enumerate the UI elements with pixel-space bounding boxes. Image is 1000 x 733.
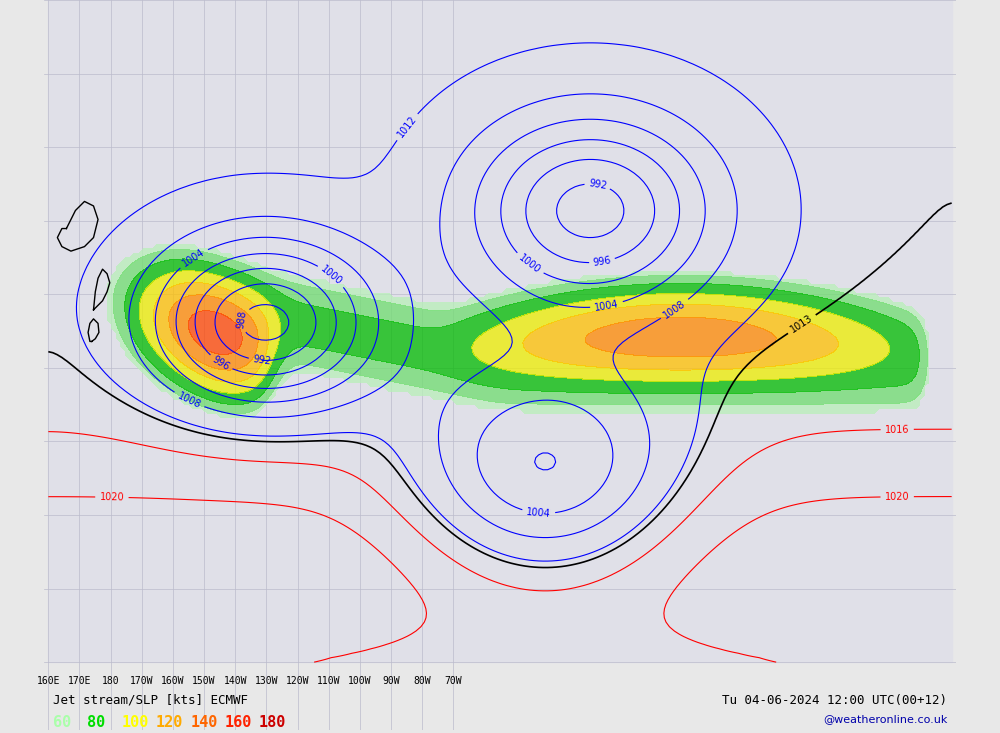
Text: @weatheronline.co.uk: @weatheronline.co.uk [823,715,947,724]
Text: 160W: 160W [161,676,185,685]
Text: 1020: 1020 [885,492,910,502]
Text: 80W: 80W [413,676,431,685]
Text: 160: 160 [224,715,252,729]
Text: 170W: 170W [130,676,154,685]
Text: 60: 60 [53,715,71,729]
Text: Tu 04-06-2024 12:00 UTC(00+12): Tu 04-06-2024 12:00 UTC(00+12) [722,693,947,707]
Text: 110W: 110W [317,676,340,685]
Text: Jet stream/SLP [kts] ECMWF: Jet stream/SLP [kts] ECMWF [53,693,248,707]
Text: 130W: 130W [255,676,278,685]
Text: 1008: 1008 [662,298,688,320]
Text: 90W: 90W [382,676,400,685]
Text: 1004: 1004 [526,507,551,519]
Text: 80: 80 [87,715,105,729]
Text: 120W: 120W [286,676,309,685]
Text: 996: 996 [210,354,231,372]
Text: 1012: 1012 [395,114,418,139]
Text: 1000: 1000 [517,253,542,276]
Text: 160E: 160E [37,676,60,685]
Text: 992: 992 [252,354,272,366]
Text: 1013: 1013 [789,313,815,335]
Text: 170E: 170E [68,676,91,685]
Text: 1008: 1008 [176,391,202,410]
Text: 180: 180 [259,715,286,729]
Text: 100: 100 [122,715,149,729]
Text: 180: 180 [102,676,119,685]
Text: 140W: 140W [223,676,247,685]
Text: 100W: 100W [348,676,372,685]
Text: 992: 992 [588,178,608,191]
Text: 988: 988 [236,310,249,330]
Text: 1016: 1016 [885,424,909,435]
Text: 996: 996 [592,255,612,268]
Text: 120: 120 [156,715,183,729]
Text: 1004: 1004 [594,298,620,312]
Text: 1004: 1004 [180,247,206,268]
Text: 1020: 1020 [99,492,124,502]
Text: 70W: 70W [444,676,462,685]
Text: 150W: 150W [192,676,216,685]
Text: 1000: 1000 [319,264,344,287]
Text: 140: 140 [190,715,218,729]
